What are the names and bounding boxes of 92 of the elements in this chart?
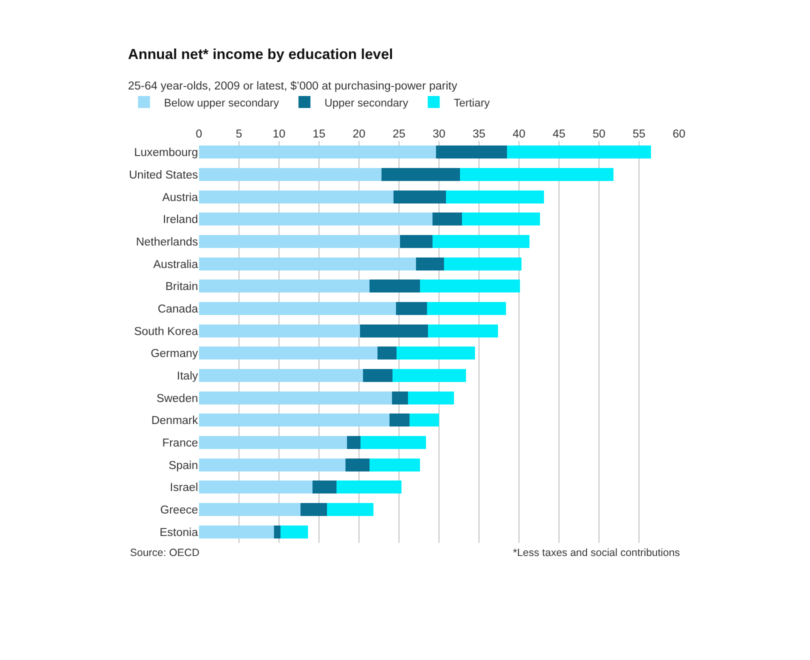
bar bbox=[427, 302, 506, 315]
text: *Less taxes and social contributions bbox=[513, 547, 680, 559]
x-tick-label: 0 bbox=[196, 128, 202, 141]
bar bbox=[199, 525, 274, 538]
legend-label: Tertiary bbox=[454, 97, 490, 110]
bar bbox=[199, 235, 400, 248]
legend-label: Upper secondary bbox=[324, 97, 409, 110]
source-note: Source: OECD bbox=[130, 547, 200, 559]
x-tick-label: 35 bbox=[472, 128, 486, 141]
bar bbox=[392, 391, 408, 404]
bar bbox=[396, 346, 475, 360]
y-tick-label: France bbox=[162, 438, 198, 450]
chart-subtitle: 25-64 year-olds, 2009 or latest, $’000 at purchasing-power parity bbox=[128, 80, 458, 93]
x-tick-label: 30 bbox=[432, 128, 446, 141]
bar bbox=[446, 190, 544, 204]
bar bbox=[300, 503, 327, 516]
bar bbox=[199, 480, 313, 494]
bar bbox=[444, 257, 522, 270]
bar bbox=[389, 414, 410, 427]
y-tick-label: Netherlands bbox=[136, 236, 198, 249]
bar bbox=[199, 212, 433, 226]
bar bbox=[199, 257, 416, 270]
y-tick-label: Denmark bbox=[151, 415, 198, 428]
x-tick-label: 10 bbox=[272, 128, 286, 141]
bar bbox=[381, 168, 460, 181]
bar bbox=[274, 525, 281, 538]
y-tick-label: Canada bbox=[158, 304, 199, 316]
bar bbox=[428, 324, 498, 338]
bar bbox=[336, 480, 402, 494]
bar bbox=[369, 458, 420, 472]
y-tick-label: United States bbox=[128, 170, 198, 182]
bar bbox=[432, 235, 530, 248]
y-tick-label: South Korea bbox=[134, 326, 199, 338]
bar bbox=[199, 302, 396, 315]
y-tick-label: Ireland bbox=[162, 214, 198, 226]
x-tick-label: 55 bbox=[632, 128, 646, 141]
x-tick-label: 15 bbox=[312, 128, 326, 141]
bar bbox=[363, 369, 393, 382]
bar bbox=[360, 324, 428, 338]
x-tick-label: 25 bbox=[392, 128, 406, 141]
y-tick-label: Germany bbox=[150, 348, 198, 360]
y-tick-label: Italy bbox=[176, 370, 198, 383]
legend-label: Below upper secondary bbox=[164, 97, 280, 110]
bar bbox=[507, 146, 651, 159]
y-tick-label: Luxembourg bbox=[134, 147, 198, 160]
bar bbox=[436, 146, 507, 159]
bar bbox=[327, 503, 374, 516]
y-tick-label: Israel bbox=[170, 482, 198, 494]
y-tick-label: Spain bbox=[168, 460, 198, 472]
bar bbox=[199, 168, 382, 181]
y-tick-label: Sweden bbox=[156, 392, 198, 405]
bar bbox=[199, 414, 390, 427]
bar bbox=[199, 458, 346, 472]
y-tick-label: Austria bbox=[162, 192, 199, 204]
bar bbox=[409, 414, 439, 427]
y-tick-label: Estonia bbox=[160, 526, 199, 539]
bar bbox=[199, 503, 301, 516]
bar bbox=[345, 458, 370, 472]
bar bbox=[393, 190, 446, 204]
bar bbox=[408, 391, 454, 404]
bar bbox=[312, 480, 337, 494]
bar bbox=[199, 146, 436, 159]
bar bbox=[369, 280, 420, 293]
bar bbox=[400, 235, 433, 248]
x-tick-label: 40 bbox=[512, 128, 526, 141]
bar bbox=[199, 346, 378, 360]
x-tick-label: 50 bbox=[592, 128, 606, 141]
bar bbox=[462, 212, 540, 226]
bar bbox=[420, 280, 520, 293]
bar bbox=[280, 525, 308, 538]
bar bbox=[396, 302, 427, 315]
x-tick-label: 45 bbox=[552, 128, 566, 141]
bar bbox=[199, 280, 370, 293]
x-tick-label: 60 bbox=[672, 128, 686, 141]
x-tick-label: 20 bbox=[352, 128, 366, 141]
bar bbox=[199, 369, 363, 382]
x-tick-label: 5 bbox=[236, 128, 242, 141]
y-tick-label: Australia bbox=[153, 258, 199, 271]
bar bbox=[360, 436, 426, 449]
bar bbox=[199, 436, 347, 449]
bar bbox=[392, 369, 466, 382]
bar bbox=[199, 190, 394, 204]
bar bbox=[416, 257, 444, 270]
bar bbox=[460, 168, 614, 181]
bar bbox=[377, 346, 397, 360]
bar bbox=[347, 436, 361, 449]
y-tick-label: Greece bbox=[160, 504, 198, 517]
bar bbox=[432, 212, 462, 226]
bar bbox=[199, 324, 360, 338]
y-tick-label: Britain bbox=[165, 281, 198, 294]
chart-title: Annual net* income by education level bbox=[128, 47, 394, 64]
bar bbox=[199, 391, 392, 404]
